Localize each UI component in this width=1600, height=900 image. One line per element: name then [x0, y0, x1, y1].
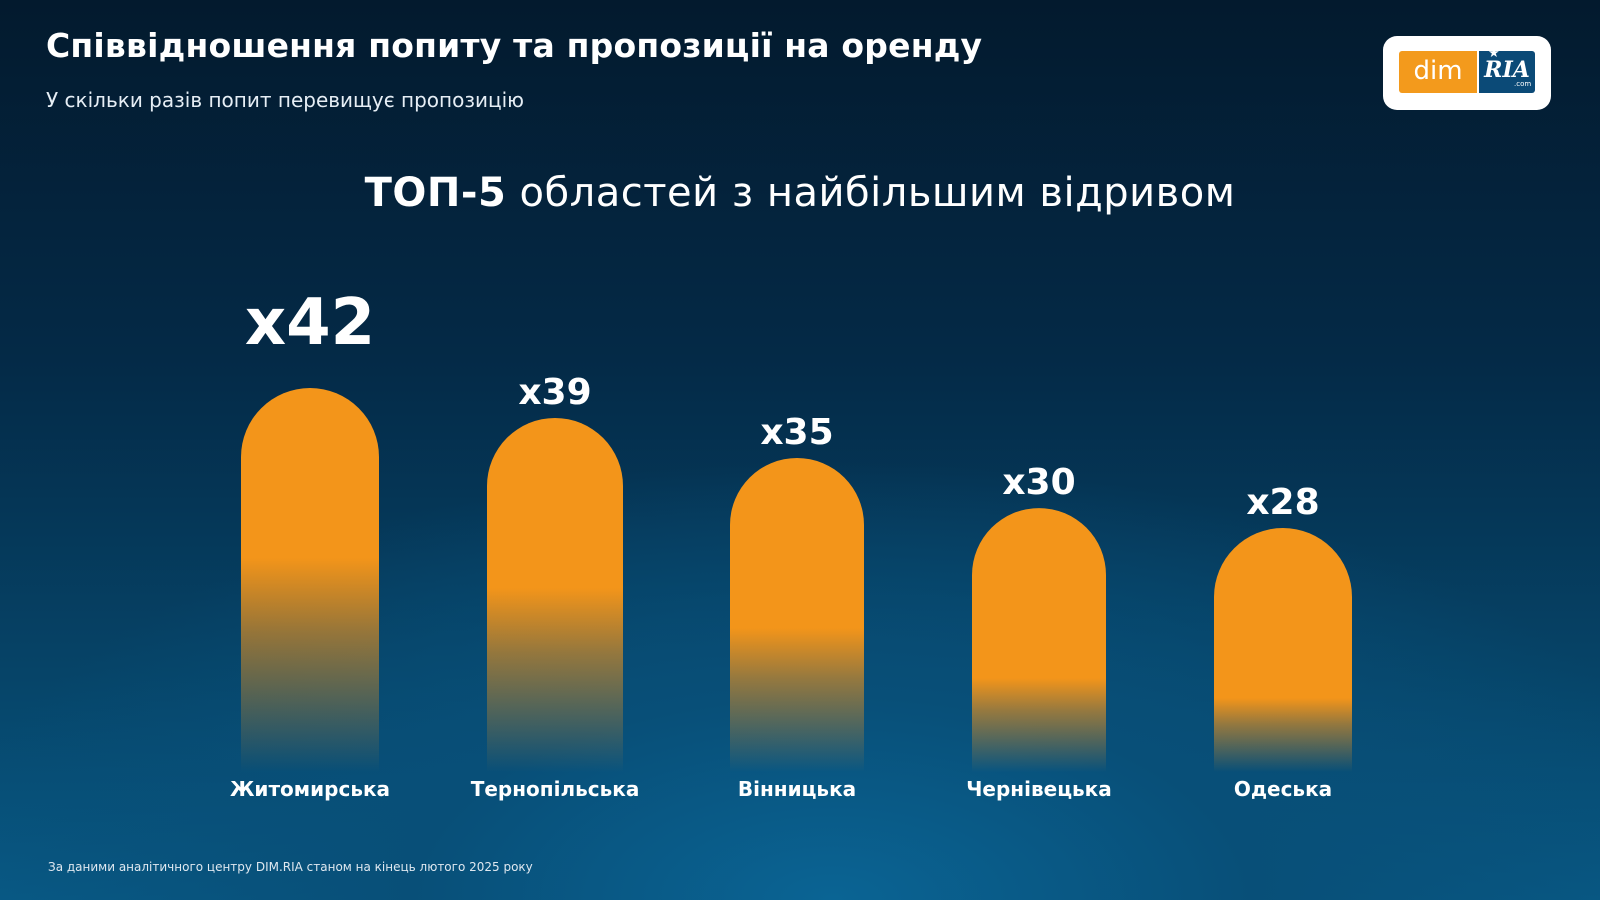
- bar-3: [972, 508, 1106, 772]
- data-label-4: x28: [1246, 482, 1319, 523]
- bar-1: [487, 418, 623, 772]
- category-label-0: Житомирська: [230, 777, 390, 801]
- page-subtitle: У скільки разів попит перевищує пропозиц…: [46, 88, 524, 112]
- chart-headline-bold: ТОП-5: [364, 170, 507, 216]
- data-label-1: x39: [518, 372, 591, 413]
- data-label-0: x42: [245, 286, 375, 360]
- category-label-2: Вінницька: [738, 777, 856, 801]
- star-icon: ★: [1488, 46, 1500, 61]
- chart-headline: ТОП-5 областей з найбільшим відривом: [0, 170, 1600, 216]
- data-label-3: x30: [1002, 462, 1075, 503]
- logo-ria-part: RIA: [1479, 51, 1535, 93]
- logo-com-text: .com: [1514, 80, 1532, 88]
- page-title: Співвідношення попиту та пропозиції на о…: [46, 26, 983, 65]
- data-label-2: x35: [760, 412, 833, 453]
- category-label-1: Тернопільська: [471, 777, 640, 801]
- bar-0: [241, 388, 379, 772]
- dimria-logo[interactable]: dim RIA ★ .com: [1383, 36, 1551, 110]
- category-label-4: Одеська: [1234, 777, 1332, 801]
- bar-4: [1214, 528, 1352, 772]
- source-footnote: За даними аналітичного центру DIM.RIA ст…: [48, 860, 533, 874]
- logo-dim-part: dim: [1399, 51, 1477, 93]
- category-label-3: Чернівецька: [966, 777, 1111, 801]
- bar-2: [730, 458, 864, 772]
- chart-headline-rest: областей з найбільшим відривом: [506, 170, 1236, 216]
